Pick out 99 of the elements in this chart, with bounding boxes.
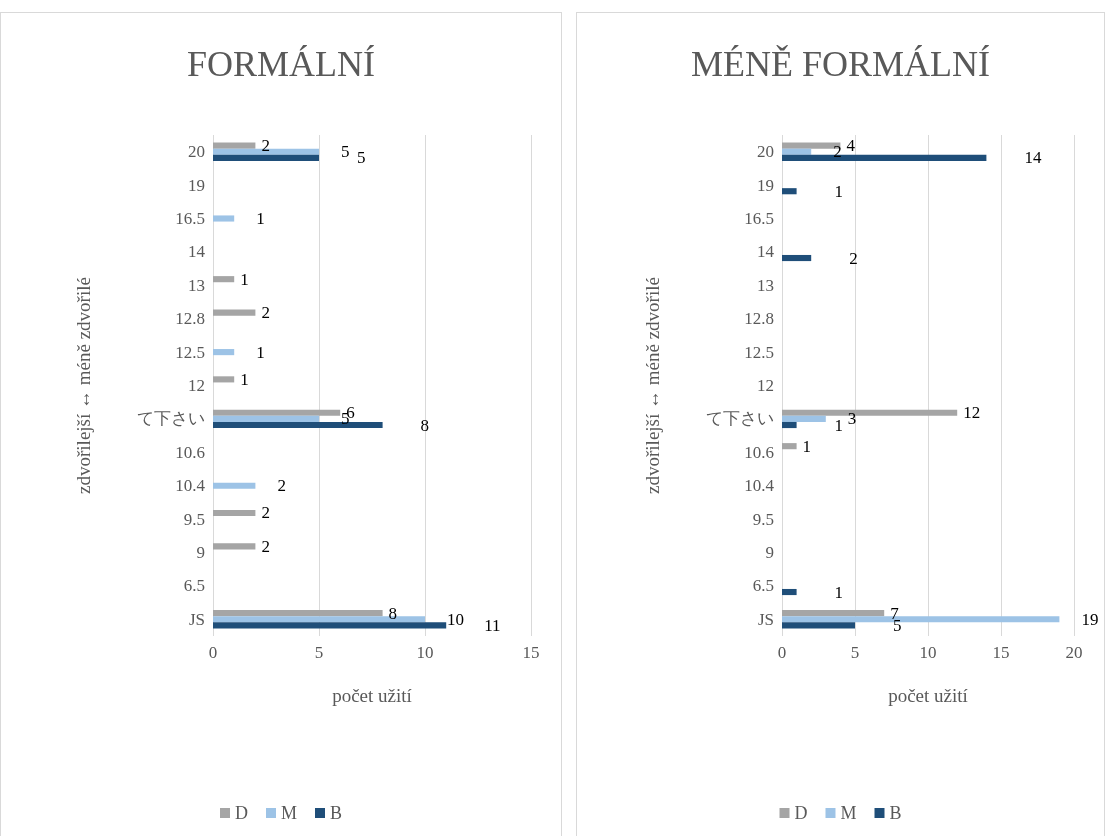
bar — [782, 254, 812, 262]
data-label: 5 — [357, 148, 366, 168]
y-tick-label: 9.5 — [183, 509, 205, 529]
y-tick-label: て下さい — [137, 409, 205, 429]
bar — [782, 415, 826, 422]
bar — [782, 148, 812, 155]
y-tick-label: 6.5 — [183, 576, 205, 596]
y-axis-title: zdvořilejší ↔ méně zdvořilé — [642, 277, 663, 494]
y-tick-label: 9 — [196, 543, 205, 562]
y-tick-label: 12 — [757, 376, 774, 395]
data-label: 3 — [847, 409, 857, 429]
y-tick-label: て下さい — [706, 409, 774, 429]
data-label: 19 — [1081, 609, 1099, 629]
y-tick-label: 10.6 — [744, 442, 774, 462]
bar — [782, 421, 797, 429]
x-tick-label: 10 — [919, 643, 937, 662]
y-tick-label: 16.5 — [744, 209, 774, 228]
y-tick-label: 12.8 — [744, 309, 774, 329]
data-label: 12 — [963, 403, 981, 423]
y-tick-label: JS — [188, 609, 205, 629]
y-tick-label: 19 — [188, 175, 205, 195]
data-label: 2 — [261, 503, 270, 523]
data-label: 5 — [341, 142, 350, 162]
data-label: 10 — [447, 609, 464, 629]
bar — [782, 188, 797, 195]
y-tick-label: 10.6 — [175, 442, 205, 462]
data-label: 1 — [256, 209, 265, 228]
y-tick-label: 12 — [188, 376, 205, 395]
y-tick-label: 13 — [188, 275, 205, 295]
data-label: 2 — [261, 303, 270, 323]
x-tick-label: 0 — [208, 643, 218, 662]
chart-title: MÉNĚ FORMÁLNÍ — [690, 44, 991, 84]
bar — [213, 349, 235, 356]
bar — [213, 622, 447, 629]
x-tick-label: 20 — [1065, 643, 1083, 662]
y-tick-label: 14 — [188, 242, 206, 262]
data-label: 11 — [484, 615, 501, 635]
bar — [213, 215, 235, 222]
bar — [213, 482, 256, 489]
bar — [782, 610, 885, 617]
bar — [213, 509, 256, 517]
x-tick-label: 0 — [777, 643, 787, 662]
y-tick-label: 9.5 — [752, 509, 774, 529]
data-label: 2 — [277, 476, 286, 496]
data-label: 1 — [240, 369, 249, 389]
bar — [213, 309, 256, 316]
data-label: 1 — [834, 582, 844, 602]
bar — [782, 443, 797, 450]
chart-title: FORMÁLNÍ — [186, 44, 376, 84]
data-label: 4 — [846, 136, 856, 156]
legend-label: D — [794, 803, 808, 823]
data-label: 14 — [1024, 148, 1042, 168]
y-tick-label: 9 — [765, 543, 774, 562]
x-tick-label: 5 — [850, 643, 860, 662]
y-tick-label: 14 — [757, 242, 775, 262]
data-label: 1 — [240, 269, 249, 289]
data-label: 1 — [802, 436, 812, 456]
y-tick-label: 20 — [188, 142, 205, 162]
bar — [782, 622, 855, 629]
x-axis-title: počet užití — [332, 685, 413, 706]
y-tick-label: 16.5 — [175, 209, 205, 228]
x-tick-label: 5 — [314, 643, 324, 662]
bar — [213, 142, 256, 149]
data-label: 1 — [256, 342, 265, 362]
y-tick-label: 6.5 — [752, 576, 774, 596]
y-tick-label: JS — [757, 609, 774, 629]
data-label: 2 — [849, 248, 858, 268]
legend-label: M — [280, 803, 298, 823]
y-tick-label: 10.4 — [744, 476, 775, 496]
legend-label: B — [889, 803, 902, 823]
data-label: 2 — [261, 536, 270, 556]
bar — [213, 415, 319, 422]
y-tick-label: 12.8 — [175, 309, 205, 329]
data-label: 1 — [834, 181, 844, 201]
legend-label: D — [235, 803, 248, 823]
data-label: 2 — [261, 136, 270, 156]
bar — [782, 588, 797, 596]
y-tick-label: 10.4 — [175, 476, 206, 496]
bar — [213, 376, 235, 383]
legend-label: M — [840, 803, 857, 823]
legend-label: B — [330, 803, 343, 823]
bar — [213, 276, 235, 283]
x-tick-label: 15 — [522, 643, 540, 662]
data-label: 8 — [420, 415, 430, 435]
bar — [213, 610, 383, 617]
bar — [213, 154, 319, 161]
data-label: 8 — [388, 603, 398, 623]
data-label: 1 — [834, 415, 844, 435]
x-tick-label: 10 — [416, 643, 434, 662]
y-tick-label: 19 — [757, 175, 774, 195]
x-tick-label: 15 — [992, 643, 1010, 662]
x-axis-title: počet užití — [888, 685, 969, 706]
y-tick-label: 20 — [757, 142, 774, 162]
y-tick-label: 12.5 — [175, 342, 205, 362]
y-tick-label: 12.5 — [744, 342, 774, 362]
bar — [213, 543, 256, 550]
y-axis-title: zdvořilejší ↔ méně zdvořilé — [73, 277, 94, 494]
y-tick-label: 13 — [757, 275, 774, 295]
bar — [213, 409, 341, 416]
